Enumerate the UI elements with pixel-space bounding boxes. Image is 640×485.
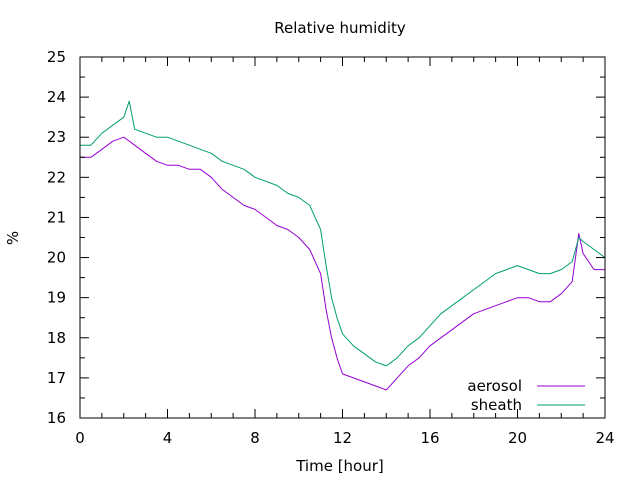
plot-series: [80, 100, 606, 391]
x-tick-label: 0: [75, 429, 85, 447]
series-line-sheath: [80, 100, 606, 367]
x-axis-label: Time [hour]: [295, 457, 384, 475]
legend-label-sheath: sheath: [471, 396, 522, 414]
plot-frame: [79, 56, 606, 419]
x-tick-label: 12: [333, 429, 352, 447]
y-tick-label: 19: [47, 289, 66, 307]
x-tick-label: 20: [508, 429, 527, 447]
y-tick-label: 24: [47, 88, 66, 106]
x-tick-label: 4: [163, 429, 173, 447]
x-tick-label: 8: [250, 429, 260, 447]
chart-title: Relative humidity: [274, 19, 406, 37]
y-tick-label: 22: [47, 168, 66, 186]
y-axis-label: %: [4, 231, 22, 245]
legend-label-aerosol: aerosol: [467, 377, 522, 395]
x-tick-label: 16: [420, 429, 439, 447]
y-tick-label: 17: [47, 369, 66, 387]
x-axis: 0 4 8 12 16 20 24: [75, 57, 615, 447]
y-tick-label: 20: [47, 249, 66, 267]
y-tick-label: 23: [47, 128, 66, 146]
y-tick-label: 16: [47, 409, 66, 427]
y-tick-label: 21: [47, 208, 66, 226]
y-axis: 16 17 18 19 20 21 22 23 24 25: [47, 48, 605, 427]
y-tick-label: 25: [47, 48, 66, 66]
series-line-aerosol: [80, 136, 605, 391]
y-tick-label: 18: [47, 329, 66, 347]
x-tick-label: 24: [595, 429, 614, 447]
